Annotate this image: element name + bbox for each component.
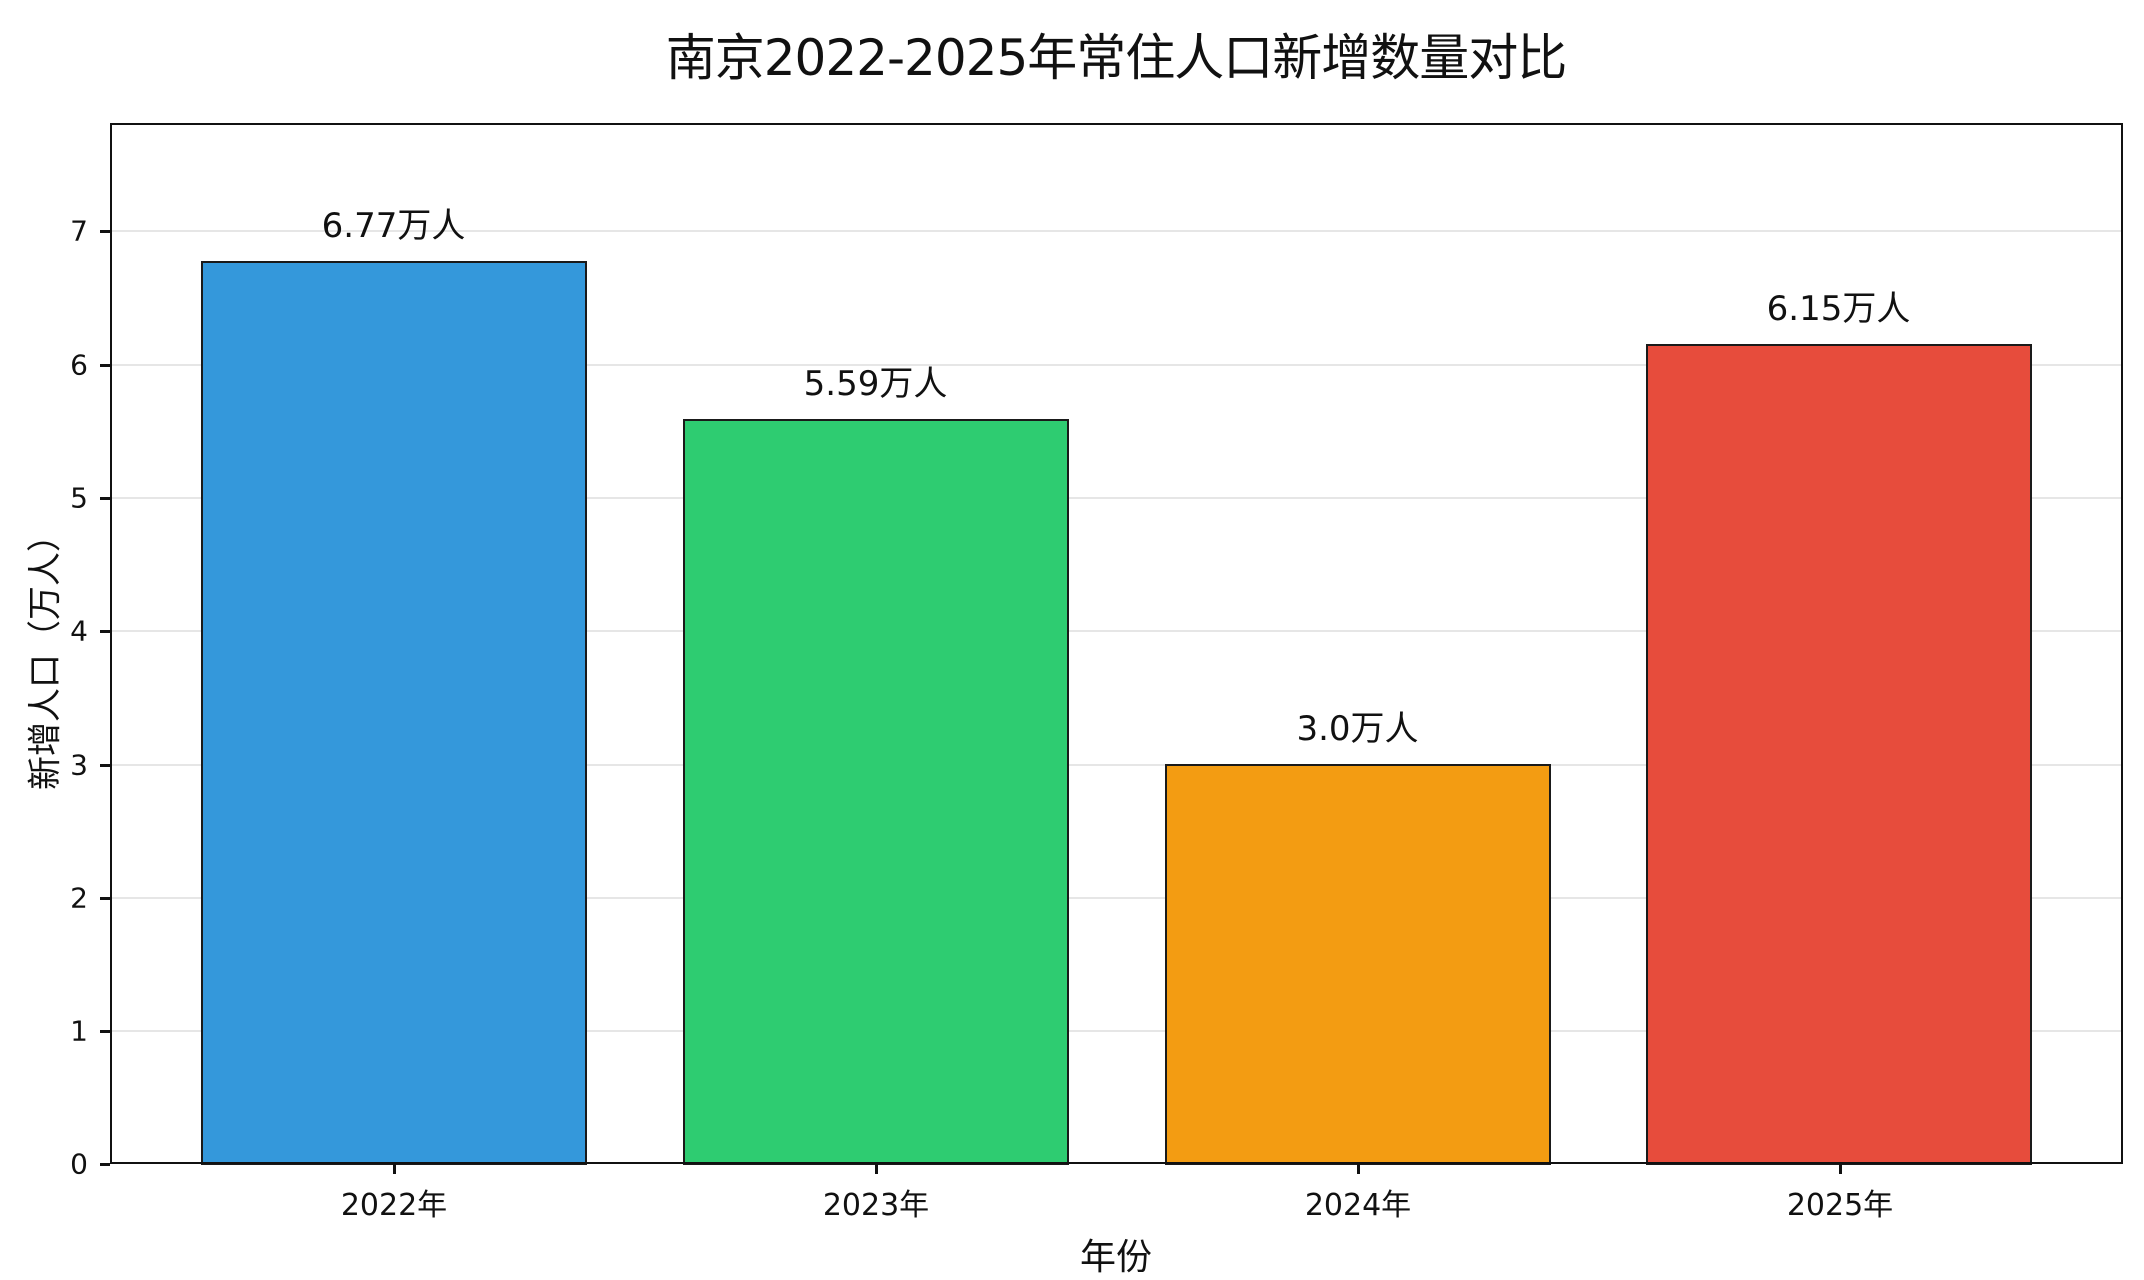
y-axis-title: 新增人口（万人） bbox=[25, 518, 66, 790]
x-tick-mark bbox=[393, 1164, 396, 1174]
y-tick-label: 2 bbox=[70, 881, 88, 915]
gridline-7 bbox=[110, 230, 2123, 232]
gridline-1 bbox=[110, 1030, 2123, 1032]
bar-2023 bbox=[683, 419, 1069, 1165]
y-tick-label: 1 bbox=[70, 1014, 88, 1048]
y-tick-label: 6 bbox=[70, 348, 88, 382]
y-tick-label: 4 bbox=[70, 614, 88, 648]
y-tick-mark bbox=[100, 364, 110, 367]
y-tick-mark bbox=[100, 630, 110, 633]
gridline-4 bbox=[110, 630, 2123, 632]
y-tick-mark bbox=[100, 1163, 110, 1166]
x-tick-label-2024: 2024年 bbox=[1304, 1188, 1412, 1223]
x-axis-title: 年份 bbox=[1079, 1237, 1152, 1278]
x-tick-mark bbox=[1357, 1164, 1360, 1174]
chart-title: 南京2022-2025年常住人口新增数量对比 bbox=[665, 29, 1568, 87]
bar-2024 bbox=[1165, 764, 1551, 1165]
x-tick-mark bbox=[1839, 1164, 1842, 1174]
gridline-5 bbox=[110, 497, 2123, 499]
value-label-2022: 6.77万人 bbox=[321, 206, 466, 246]
y-tick-label: 3 bbox=[70, 748, 88, 782]
x-tick-label-2022: 2022年 bbox=[340, 1188, 448, 1223]
y-tick-mark bbox=[100, 230, 110, 233]
x-tick-label-2025: 2025年 bbox=[1786, 1188, 1894, 1223]
gridline-2 bbox=[110, 897, 2123, 899]
gridline-3 bbox=[110, 764, 2123, 766]
value-label-2023: 5.59万人 bbox=[803, 364, 948, 404]
value-label-2024: 3.0万人 bbox=[1296, 709, 1419, 749]
y-tick-mark bbox=[100, 497, 110, 500]
y-tick-label: 5 bbox=[70, 481, 88, 515]
bar-2022 bbox=[201, 261, 587, 1165]
bar-2025 bbox=[1646, 344, 2032, 1165]
y-tick-label: 0 bbox=[70, 1147, 88, 1181]
x-tick-label-2023: 2023年 bbox=[822, 1188, 930, 1223]
gridline-6 bbox=[110, 364, 2123, 366]
value-label-2025: 6.15万人 bbox=[1766, 289, 1911, 329]
plot-area bbox=[110, 123, 2123, 1164]
y-tick-mark bbox=[100, 764, 110, 767]
y-tick-mark bbox=[100, 897, 110, 900]
x-tick-mark bbox=[875, 1164, 878, 1174]
y-tick-label: 7 bbox=[70, 214, 88, 248]
y-tick-mark bbox=[100, 1030, 110, 1033]
